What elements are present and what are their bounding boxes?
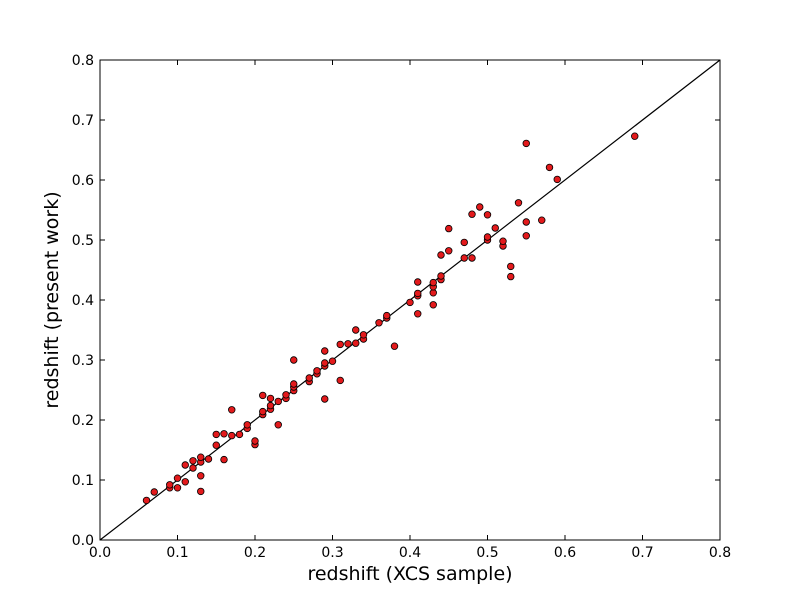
data-point (189, 464, 197, 472)
data-point (228, 431, 236, 440)
data-point (491, 224, 499, 232)
data-point (259, 407, 267, 416)
data-point (328, 357, 337, 365)
data-point (321, 347, 329, 355)
data-point (344, 340, 352, 348)
data-point (197, 487, 205, 496)
x-tick-label: 0.7 (631, 545, 653, 561)
x-tick-label: 0.4 (399, 545, 421, 561)
data-point (460, 254, 468, 262)
data-point (212, 441, 220, 449)
data-point (313, 367, 321, 375)
data-point (375, 319, 383, 327)
x-axis-label: redshift (XCS sample) (307, 563, 512, 585)
data-point (429, 278, 437, 287)
data-point (445, 224, 453, 233)
data-point (290, 356, 298, 364)
y-tick-label: 0.7 (72, 113, 94, 129)
data-point (197, 453, 205, 461)
x-tick-label: 0.3 (321, 545, 343, 561)
y-tick-label: 0.1 (72, 473, 94, 489)
data-point (545, 163, 554, 172)
data-point (359, 331, 368, 339)
x-tick-label: 0.5 (476, 545, 498, 561)
y-axis-ticks: 0.0 0.1 0.2 0.3 0.4 0.5 0.6 0.7 0.8 (72, 53, 720, 549)
data-point (274, 397, 282, 406)
data-point (522, 139, 530, 148)
data-point (290, 380, 298, 388)
data-point (220, 455, 228, 464)
y-tick-label: 0.8 (72, 53, 94, 69)
data-points (142, 132, 639, 505)
data-point (383, 311, 391, 320)
data-point (259, 391, 267, 400)
data-point (189, 457, 197, 465)
data-point (460, 238, 468, 247)
data-point (414, 289, 422, 298)
data-point (390, 342, 399, 350)
data-point (212, 430, 220, 439)
data-point (522, 218, 530, 226)
y-tick-label: 0.3 (72, 353, 94, 369)
data-point (483, 233, 492, 241)
data-point (173, 484, 182, 492)
x-tick-label: 0.6 (554, 545, 576, 561)
data-point (228, 406, 236, 414)
x-tick-label: 0.2 (244, 545, 266, 561)
x-tick-label: 0.0 (89, 545, 111, 561)
y-tick-label: 0.2 (72, 413, 94, 429)
data-point (243, 421, 251, 429)
data-point (282, 391, 290, 399)
data-point (406, 298, 414, 307)
data-point (274, 421, 282, 429)
data-point (142, 496, 151, 505)
data-point (499, 237, 507, 245)
data-point (429, 301, 437, 309)
data-point (437, 272, 445, 280)
data-point (352, 339, 360, 347)
data-point (437, 251, 445, 259)
data-point (266, 401, 275, 410)
data-point (220, 430, 228, 438)
data-point (305, 374, 313, 382)
x-axis-ticks: 0.0 0.1 0.2 0.3 0.4 0.5 0.6 0.7 0.8 (89, 60, 731, 561)
y-tick-label: 0.5 (72, 233, 94, 249)
data-point (321, 359, 329, 367)
data-point (352, 326, 360, 334)
data-point (173, 474, 182, 482)
data-point (181, 478, 189, 486)
data-point (251, 437, 259, 445)
data-point (476, 203, 484, 211)
data-point (321, 395, 329, 403)
data-point (468, 210, 476, 218)
x-tick-label: 0.1 (166, 545, 188, 561)
data-point (204, 455, 213, 463)
data-point (166, 481, 174, 489)
data-point (483, 211, 492, 219)
data-point (522, 232, 530, 240)
y-tick-label: 0.4 (72, 293, 94, 309)
data-point (631, 132, 639, 140)
data-point (414, 278, 422, 286)
y-tick-label: 0.6 (72, 173, 94, 189)
data-point (266, 394, 275, 403)
data-point (181, 461, 189, 469)
y-tick-label: 0.0 (72, 533, 94, 549)
data-point (538, 216, 546, 224)
data-point (336, 340, 344, 349)
data-point (235, 430, 244, 439)
data-point (507, 262, 515, 271)
data-point (414, 310, 422, 318)
x-tick-label: 0.8 (709, 545, 731, 561)
y-axis-label: redshift (present work) (41, 191, 63, 408)
data-point (197, 472, 205, 480)
data-point (150, 488, 158, 496)
data-point (553, 175, 561, 184)
data-point (514, 199, 523, 207)
data-point (336, 376, 344, 385)
data-point (468, 254, 476, 262)
data-point (445, 247, 453, 255)
data-point (507, 272, 515, 281)
